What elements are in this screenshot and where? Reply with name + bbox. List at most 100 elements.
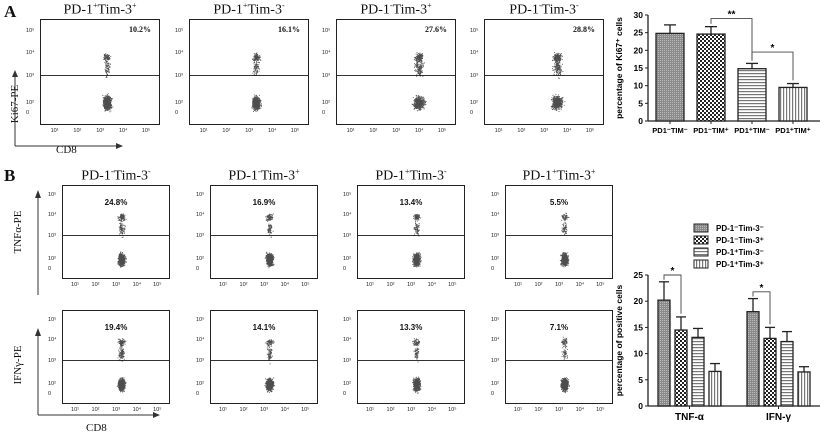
y-tick-label: 5 [638,98,643,108]
event-dots [412,338,422,394]
bar [657,299,671,407]
y-tick-label: 0 [491,265,495,272]
x-tick-label: PD1⁺TIM⁻ [734,126,769,134]
y-tick-label: 10² [48,381,56,388]
gate-line [506,359,612,361]
y-tick-label: 5 [638,375,643,385]
x-tick-label: 10⁵ [153,282,162,288]
x-tick-label: 10⁴ [563,128,572,134]
bar [674,329,688,407]
percent-label: 14.1% [252,323,276,332]
y-tick-label: 10 [634,81,644,91]
legend-label: PD-1⁺Tim-3⁻ [716,248,764,257]
event-dots [560,336,570,394]
x-tick-label: 10³ [112,407,121,413]
dot-plot: 5.5% [505,185,613,279]
gate-line [337,75,455,77]
x-tick-label: 10³ [555,407,564,413]
y-tick-label: 10³ [48,232,56,239]
y-tick-label: 10² [491,256,499,263]
y-tick-label: 0 [175,110,179,117]
y-tick-label: 10³ [48,357,56,364]
y-tick-label: 10² [26,99,34,106]
bar [655,32,685,122]
y-tick-label: 10³ [343,232,351,239]
x-tick-label: 10⁴ [280,407,290,413]
x-tick-label: 10² [386,407,395,413]
y-tick-label: 10² [491,381,499,388]
bar [797,371,811,407]
gate-line [211,234,317,236]
panel-b-x-axis-label: CD8 [86,422,107,434]
x-tick-label: 10⁵ [437,128,447,134]
bar [691,336,705,407]
x-tick-label: 10² [517,128,526,134]
gate-line [63,359,169,361]
x-tick-label: 10¹ [71,282,79,288]
gate-line [211,359,317,361]
y-tick-label: 10² [343,256,351,263]
event-dots [251,52,262,112]
y-tick-label: 0 [48,265,52,272]
y-tick-label: 10³ [175,73,183,80]
x-tick-label: 10⁴ [268,128,277,134]
ki67-bar-chart: percentage of Ki67⁺ cells 0 5 10 15 20 25 30 PD1… [614,10,820,134]
x-tick-label: 10³ [540,128,549,134]
x-tick-label: 10¹ [494,128,503,134]
y-tick-label: 0 [491,390,495,397]
y-tick-label: 10⁴ [196,337,205,344]
x-tick-label: 10⁵ [596,407,605,413]
y-tick-label: 0 [343,265,347,272]
legend-swatch [693,235,709,245]
x-tick-label: 10⁴ [415,128,424,134]
gate-line [485,75,603,77]
panel-b-axis-arrows [35,190,160,418]
percent-label: 5.5% [549,198,569,207]
bar [778,86,808,122]
bar [780,340,794,407]
x-tick-label: 10¹ [514,282,522,288]
panel-a-x-axis-label: CD8 [56,144,77,156]
dot-plot: 16.1% [189,19,309,125]
dot-plot: 19.4% [62,310,170,404]
y-tick-label: 0 [322,110,326,117]
x-tick-label: 10⁵ [448,282,457,288]
percent-label: 10.2% [129,25,151,34]
dot-plot: 14.1% [210,310,318,404]
y-tick-label: 10⁵ [491,317,500,324]
percent-label: 19.4% [104,323,128,332]
x-tick-label: TNF-α [675,412,705,423]
y-tick-label: 0 [48,390,52,397]
x-tick-label: 10³ [555,282,564,288]
significance-marker: ** [728,10,736,21]
x-tick-label: 10³ [260,407,269,413]
x-tick-label: 10² [369,128,378,134]
y-axis-label: percentage of positive cells [614,284,624,396]
y-tick-label: 10³ [26,73,34,80]
y-tick-label: 10² [196,381,204,388]
bar [708,370,722,407]
event-dots [264,339,276,393]
y-tick-label: 10⁵ [175,27,184,34]
plot-title: PD-1+Tim-3+ [63,1,137,18]
dot-plot: 10.2% [40,19,160,125]
x-tick-label: 10³ [245,128,254,134]
x-tick-label: 10³ [407,282,416,288]
dot-plot: 28.8% [484,19,604,125]
x-tick-label: 10² [91,407,100,413]
y-axis-label: percentage of Ki67⁺ cells [614,17,624,119]
x-tick-label: 10¹ [366,282,374,288]
y-tick-label: 0 [26,110,30,117]
y-tick-label: 10⁵ [196,317,205,324]
x-tick-label: 10³ [112,282,121,288]
x-tick-label: 10⁵ [301,407,310,413]
x-tick-label: 10⁴ [575,407,585,413]
x-tick-label: 10² [222,128,231,134]
x-tick-label: PD1⁻TIM⁻ [652,126,687,134]
x-tick-label: 10² [239,407,248,413]
y-tick-label: 10³ [196,357,204,364]
x-tick-label: 10² [534,407,543,413]
x-tick-label: 10⁵ [585,128,595,134]
percent-label: 16.9% [252,198,276,207]
x-tick-label: 10⁵ [153,407,162,413]
